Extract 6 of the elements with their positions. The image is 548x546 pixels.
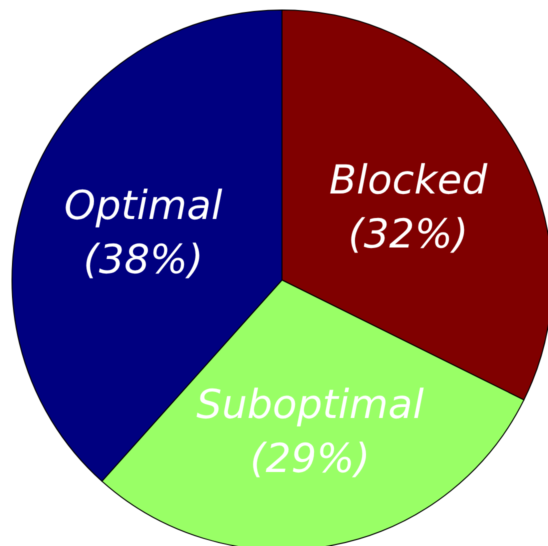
slice-label: Suboptimal [196,382,424,428]
slice-label: Optimal [64,183,222,229]
data-label: (29%) [250,436,370,482]
slice-label: Blocked [329,158,488,204]
data-label: (32%) [348,212,468,258]
data-label: (38%) [83,237,204,283]
